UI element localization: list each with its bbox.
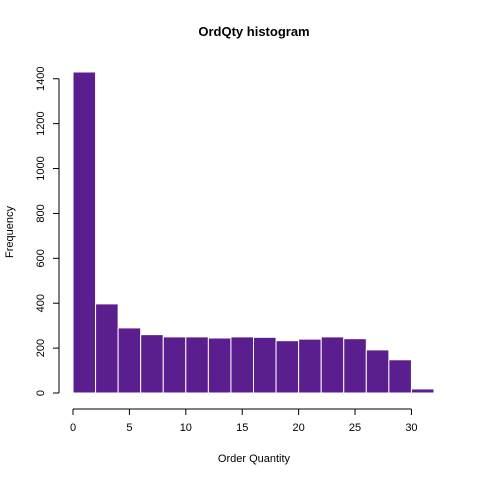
histogram-bar	[298, 338, 322, 394]
histogram-bar	[117, 327, 142, 394]
bars-group	[72, 71, 435, 394]
x-tick-label: 25	[349, 422, 361, 434]
histogram-bar	[343, 338, 367, 394]
y-tick-label: 200	[35, 339, 47, 357]
x-tick-label: 15	[236, 422, 248, 434]
histogram-bar	[388, 359, 412, 394]
x-tick-label: 20	[293, 422, 305, 434]
y-tick-label: 1200	[35, 111, 47, 135]
y-tick-label: 800	[35, 204, 47, 222]
histogram-bar	[365, 349, 390, 394]
histogram-bar	[253, 336, 277, 394]
histogram-bar	[275, 340, 300, 394]
histogram-bar	[320, 336, 345, 394]
y-axis-label: Frequency	[4, 206, 16, 258]
x-tick-label: 10	[180, 422, 192, 434]
histogram-bar	[72, 71, 97, 394]
y-tick-label: 0	[35, 390, 47, 396]
histogram-bar	[410, 388, 435, 394]
x-axis-label: Order Quantity	[218, 453, 291, 465]
histogram-bar	[185, 336, 209, 394]
x-tick-label: 30	[405, 422, 417, 434]
histogram-bar	[230, 336, 254, 394]
histogram-bar	[95, 303, 119, 394]
histogram-bar	[162, 336, 187, 394]
y-tick-label: 600	[35, 249, 47, 267]
x-tick-label: 0	[70, 422, 76, 434]
histogram-bar	[207, 337, 232, 394]
y-tick-label: 1000	[35, 156, 47, 180]
y-axis: 0 200 400 600 800 1000 1200 1400	[35, 66, 60, 396]
chart-title: OrdQty histogram	[198, 24, 309, 39]
y-tick-label: 400	[35, 294, 47, 312]
y-tick-label: 1400	[35, 66, 47, 90]
x-axis: 0 5 10 15 20 25 30	[70, 408, 418, 434]
x-tick-label: 5	[126, 422, 132, 434]
histogram-bar	[140, 334, 164, 394]
